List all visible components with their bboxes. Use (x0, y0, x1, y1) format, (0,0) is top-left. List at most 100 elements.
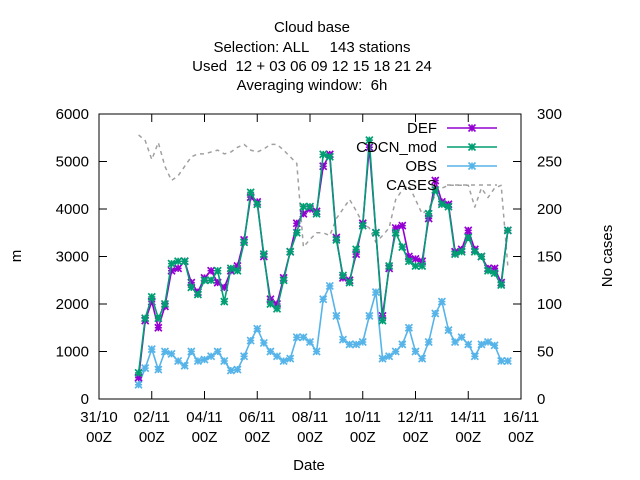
data-point-cdcn-mod (457, 247, 466, 256)
legend-label: OBS (405, 158, 437, 175)
data-point-cdcn-mod (141, 314, 150, 323)
data-point-cdcn-mod (220, 297, 229, 306)
x-tick-label-date: 31/10 (80, 409, 118, 426)
legend-label: CASES (386, 177, 437, 194)
data-point-obs (444, 326, 453, 335)
data-point-cdcn-mod (246, 188, 255, 197)
chart-title-line-2: Selection: ALL 143 stations (213, 39, 410, 56)
data-point-def (207, 266, 216, 275)
data-point-cdcn-mod (385, 261, 394, 271)
plot-area: 0 1000 2000 3000 4000 5000 6000 0 50 100 150 200 250… (56, 106, 562, 446)
data-point-obs (450, 337, 460, 347)
data-point-cdcn-mod (305, 202, 315, 211)
data-point-def (352, 250, 361, 259)
y2-tick-label: 150 (537, 249, 562, 266)
data-point-cdcn-mod (266, 299, 275, 309)
y-tick-label: 2000 (56, 296, 89, 313)
data-point-obs (477, 340, 486, 349)
data-point-obs (154, 365, 163, 374)
data-point-obs (220, 356, 229, 366)
data-point-def (220, 283, 229, 292)
data-point-obs (174, 356, 183, 366)
y2-axis-label: No cases (599, 225, 616, 288)
data-point-cdcn-mod (299, 202, 308, 211)
y2-tick-label: 300 (537, 106, 562, 123)
data-point-cdcn-mod (286, 247, 295, 256)
data-point-obs (483, 337, 493, 347)
y-axis-label: m (8, 250, 25, 263)
data-point-obs (431, 309, 440, 318)
data-point-cdcn-mod (213, 266, 222, 275)
data-point-obs (272, 352, 282, 361)
data-point-cdcn-mod (352, 245, 361, 254)
data-point-cdcn-mod (187, 283, 196, 292)
x-tick-label-time: 00Z (350, 429, 376, 446)
y-tick-label: 3000 (56, 249, 89, 266)
data-point-obs (404, 323, 413, 332)
data-point-cdcn-mod (345, 278, 354, 287)
data-point-def (391, 223, 400, 233)
data-point-obs (292, 333, 301, 342)
data-point-cdcn-mod (483, 266, 493, 275)
data-point-cdcn-mod (239, 238, 249, 247)
data-point-obs (503, 356, 512, 366)
data-point-obs (207, 352, 216, 361)
data-point-cdcn-mod (424, 209, 433, 218)
data-point-cdcn-mod (444, 202, 453, 211)
data-point-def (167, 266, 176, 275)
data-point-obs (253, 324, 262, 333)
series-line-def (137, 146, 509, 378)
x-tick-label-time: 00Z (403, 429, 429, 446)
data-point-cdcn-mod (378, 316, 387, 325)
data-point-obs (299, 333, 308, 342)
data-point-obs (134, 380, 143, 389)
data-point-cdcn-mod (418, 261, 427, 271)
data-point-obs (470, 352, 479, 361)
data-point-obs (325, 281, 334, 291)
data-point-cdcn-mod (477, 252, 486, 261)
data-point-obs (213, 347, 222, 356)
data-point-obs (464, 340, 473, 349)
data-point-cdcn-mod (147, 292, 156, 301)
y-tick-label: 0 (81, 391, 89, 408)
x-tick-label-time: 00Z (508, 429, 534, 446)
data-point-obs (497, 356, 506, 366)
data-point-obs (338, 335, 348, 344)
data-point-obs (490, 341, 499, 350)
data-point-obs (200, 355, 209, 364)
data-point-cdcn-mod (160, 299, 170, 309)
data-point-cdcn-mod (371, 228, 381, 237)
data-point-obs (437, 297, 446, 306)
data-point-def (404, 252, 413, 261)
y-tick-label: 6000 (56, 106, 89, 123)
data-point-cdcn-mod (404, 257, 413, 266)
data-point-def (292, 219, 301, 228)
data-point-def (134, 373, 143, 382)
data-point-cdcn-mod (411, 261, 420, 271)
data-point-cdcn-mod (338, 271, 348, 280)
data-point-obs (259, 338, 268, 348)
x-tick-label-date: 12/11 (397, 409, 433, 426)
data-point-obs (457, 333, 466, 342)
data-point-def (154, 323, 163, 332)
x-tick-label-date: 02/11 (134, 409, 170, 426)
x-tick-label-time: 00Z (139, 429, 165, 446)
data-point-cdcn-mod (154, 314, 163, 323)
data-point-cdcn-mod (358, 221, 367, 230)
x-tick-label-time: 00Z (297, 429, 323, 446)
data-point-obs (233, 365, 242, 374)
data-point-obs (418, 354, 427, 363)
data-point-obs (147, 345, 156, 354)
data-point-obs (266, 347, 275, 356)
x-tick-label-date: 10/11 (345, 409, 381, 426)
y2-tick-label: 250 (537, 154, 562, 171)
data-point-obs (141, 364, 150, 373)
data-point-def (147, 297, 156, 306)
legend-marker (467, 161, 477, 171)
data-point-cdcn-mod (437, 200, 446, 209)
data-point-def (213, 278, 222, 287)
data-point-cdcn-mod (319, 150, 328, 159)
x-tick-label-date: 14/11 (450, 409, 486, 426)
data-point-cdcn-mod (365, 136, 374, 145)
data-point-obs (358, 337, 367, 347)
